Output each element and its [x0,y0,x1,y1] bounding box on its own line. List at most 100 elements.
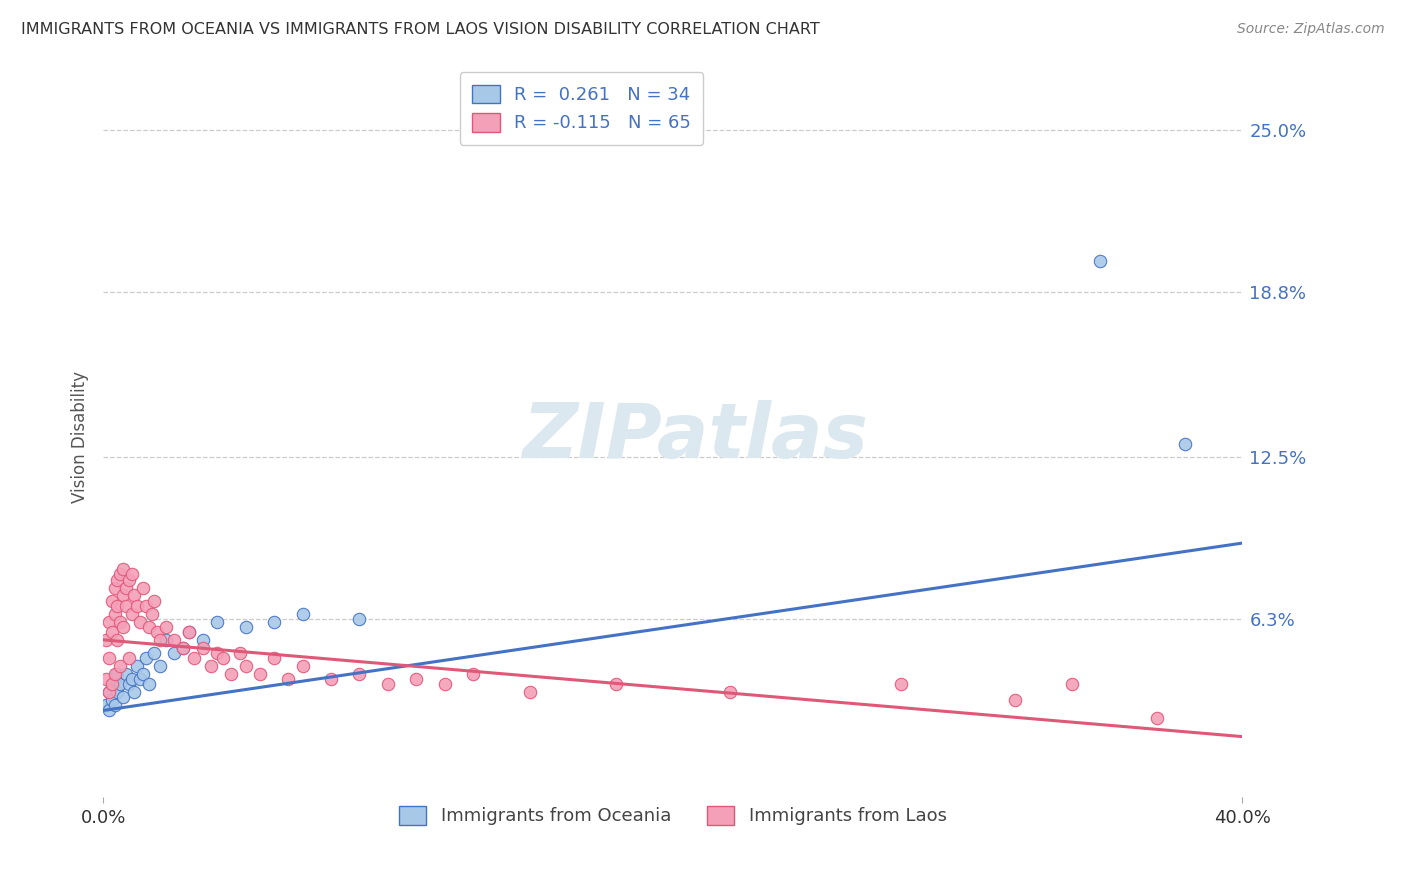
Legend: Immigrants from Oceania, Immigrants from Laos: Immigrants from Oceania, Immigrants from… [389,797,956,835]
Point [177,625,200,640]
Point [1088,253,1111,268]
Point [100,625,122,640]
Point [263,615,285,629]
Point [463,666,485,681]
Point [405,672,427,686]
Point [249,666,271,681]
Point [129,615,152,629]
Point [121,607,143,621]
Point [97,651,120,665]
Point [172,640,194,655]
Point [211,651,233,665]
Point [112,620,135,634]
Point [100,593,122,607]
Point [143,593,166,607]
Point [105,666,128,681]
Point [132,666,155,681]
Point [205,615,228,629]
Point [97,703,120,717]
Point [200,659,222,673]
Point [94,632,117,647]
Point [100,677,122,691]
Point [163,646,186,660]
Point [291,607,314,621]
Point [155,620,177,634]
Point [112,690,135,705]
Point [97,685,120,699]
Point [110,615,132,629]
Point [191,632,214,647]
Point [118,677,141,691]
Point [132,581,155,595]
Point [103,607,125,621]
Point [94,698,117,713]
Point [97,685,120,699]
Point [124,685,146,699]
Point [172,640,194,655]
Point [235,620,257,634]
Point [433,677,456,691]
Point [105,685,128,699]
Text: IMMIGRANTS FROM OCEANIA VS IMMIGRANTS FROM LAOS VISION DISABILITY CORRELATION CH: IMMIGRANTS FROM OCEANIA VS IMMIGRANTS FR… [21,22,820,37]
Point [135,599,157,613]
Point [138,677,160,691]
Point [146,625,169,640]
Text: Source: ZipAtlas.com: Source: ZipAtlas.com [1237,22,1385,37]
Point [105,573,128,587]
Point [127,659,149,673]
Point [135,651,157,665]
Point [121,567,143,582]
Point [229,646,252,660]
Point [221,666,243,681]
Point [97,615,120,629]
Point [94,672,117,686]
Point [115,581,138,595]
Point [121,672,143,686]
Point [377,677,399,691]
Point [141,607,163,621]
Point [177,625,200,640]
Point [112,562,135,576]
Point [149,632,172,647]
Point [1004,693,1026,707]
Point [149,659,172,673]
Point [110,567,132,582]
Point [103,666,125,681]
Point [129,672,152,686]
Point [127,599,149,613]
Point [155,632,177,647]
Point [105,632,128,647]
Point [124,588,146,602]
Point [605,677,627,691]
Point [103,672,125,686]
Point [183,651,205,665]
Point [235,659,257,673]
Point [1060,677,1083,691]
Point [100,693,122,707]
Point [110,677,132,691]
Point [112,588,135,602]
Y-axis label: Vision Disability: Vision Disability [72,371,89,503]
Text: ZIPatlas: ZIPatlas [523,401,869,475]
Point [263,651,285,665]
Point [115,599,138,613]
Point [1146,711,1168,725]
Point [349,612,371,626]
Point [103,698,125,713]
Point [519,685,541,699]
Point [118,573,141,587]
Point [110,659,132,673]
Point [890,677,912,691]
Point [163,632,186,647]
Point [118,651,141,665]
Point [138,620,160,634]
Point [105,599,128,613]
Point [115,666,138,681]
Point [143,646,166,660]
Point [100,677,122,691]
Point [191,640,214,655]
Point [205,646,228,660]
Point [349,666,371,681]
Point [319,672,342,686]
Point [718,685,741,699]
